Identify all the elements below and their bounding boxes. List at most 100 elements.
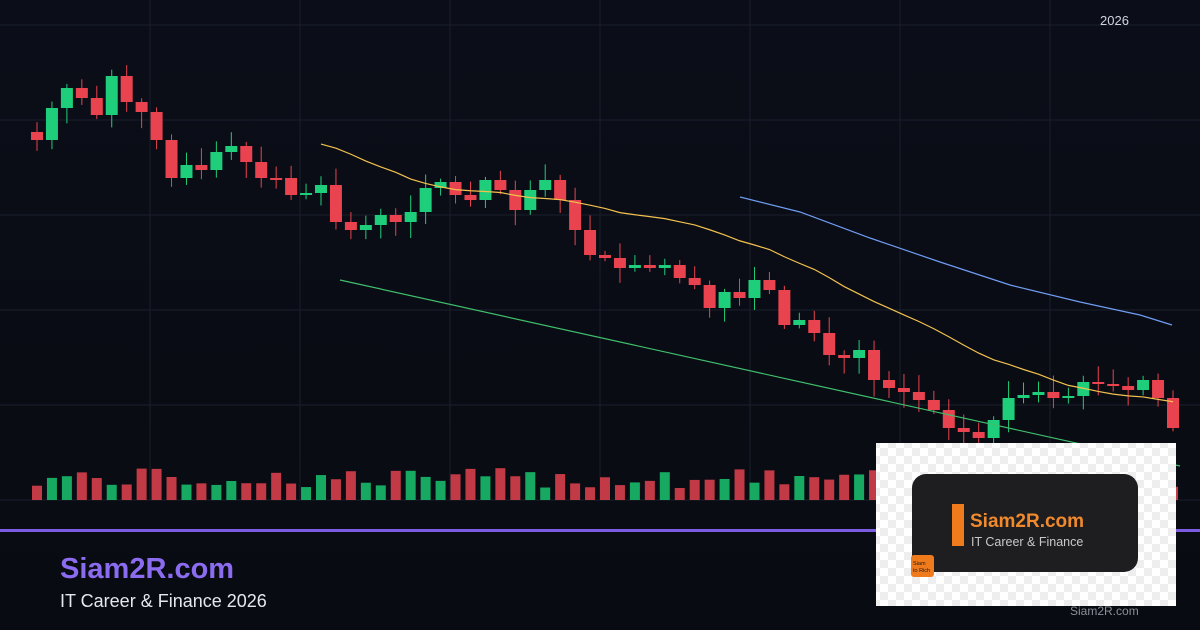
volume <box>450 474 461 500</box>
candle <box>90 98 103 115</box>
year-label: 2026 <box>1100 13 1129 28</box>
candle <box>643 265 656 268</box>
volume <box>405 470 416 500</box>
candle <box>165 140 178 178</box>
volume <box>719 478 730 500</box>
candle <box>120 76 133 102</box>
volume <box>121 484 132 500</box>
candle <box>942 410 955 428</box>
candle <box>449 182 462 195</box>
volume <box>869 470 880 500</box>
candle <box>838 355 851 358</box>
candle <box>868 350 881 380</box>
candle <box>31 132 43 140</box>
logo-panel <box>912 474 1138 572</box>
brand-title: Siam2R.com <box>60 553 234 585</box>
volume <box>316 475 326 500</box>
candle <box>509 190 522 210</box>
candle <box>853 350 866 358</box>
volume <box>659 472 670 500</box>
candle <box>374 215 387 225</box>
volume <box>555 474 566 500</box>
logo-subtitle: IT Career & Finance <box>971 535 1083 549</box>
candle <box>75 88 88 98</box>
volume <box>809 477 820 500</box>
candle <box>1152 380 1165 398</box>
volume <box>839 474 850 500</box>
candle <box>105 76 118 115</box>
volume <box>61 476 72 500</box>
candle <box>808 320 821 333</box>
volume <box>764 470 775 500</box>
volume <box>360 482 371 500</box>
candle <box>135 102 148 112</box>
candle <box>1167 398 1179 428</box>
candle <box>613 258 626 268</box>
logo-card: Siam2R.com IT Career & Finance Siam to R… <box>876 443 1176 606</box>
candle <box>315 185 327 193</box>
candle <box>45 108 58 140</box>
candle <box>1092 382 1105 384</box>
volume <box>525 472 536 500</box>
volume <box>375 485 386 500</box>
candle <box>1137 380 1150 390</box>
volume <box>271 472 282 500</box>
candle <box>329 185 342 222</box>
candle <box>1107 384 1120 386</box>
divider <box>0 529 1200 532</box>
volume <box>674 487 685 500</box>
candle <box>1077 382 1090 396</box>
candle <box>150 112 163 140</box>
volume <box>106 484 117 500</box>
logo-bar <box>952 504 964 546</box>
candle <box>389 215 402 222</box>
volume <box>420 476 431 500</box>
trend-line <box>339 279 1181 467</box>
candle <box>1002 398 1015 420</box>
brand-subtitle: IT Career & Finance 2026 <box>60 591 267 611</box>
candle <box>464 195 477 200</box>
candle <box>778 290 791 325</box>
volume <box>241 483 252 500</box>
volume <box>435 480 446 500</box>
volume <box>301 487 312 500</box>
candle <box>628 265 641 268</box>
candle <box>927 400 940 410</box>
grid <box>0 0 1200 501</box>
candle <box>957 428 970 432</box>
volume <box>614 485 625 500</box>
candle <box>300 193 313 195</box>
volume <box>166 476 177 500</box>
candle <box>1017 395 1030 398</box>
volume <box>226 480 237 500</box>
candle <box>225 146 238 152</box>
candle <box>688 278 701 285</box>
volume <box>76 472 87 500</box>
candle <box>419 188 432 212</box>
volume <box>390 470 401 500</box>
candle <box>748 280 761 298</box>
candle <box>1062 396 1075 398</box>
candle <box>599 255 611 258</box>
candle <box>763 280 776 290</box>
candle <box>494 180 507 190</box>
volume <box>570 483 581 500</box>
logo-badge-line1: Siam <box>913 561 926 567</box>
candle <box>180 165 193 178</box>
candle <box>404 212 417 222</box>
candle <box>359 225 372 230</box>
volume <box>345 471 356 500</box>
candle <box>897 388 910 392</box>
candle <box>434 182 447 188</box>
candle <box>285 178 298 195</box>
volume <box>704 479 715 500</box>
volume <box>794 475 805 500</box>
volume <box>629 482 640 500</box>
candle <box>210 152 223 170</box>
volume <box>32 485 42 500</box>
candle <box>524 190 537 210</box>
volume <box>510 476 521 500</box>
volume <box>286 483 297 500</box>
candle <box>883 380 895 388</box>
